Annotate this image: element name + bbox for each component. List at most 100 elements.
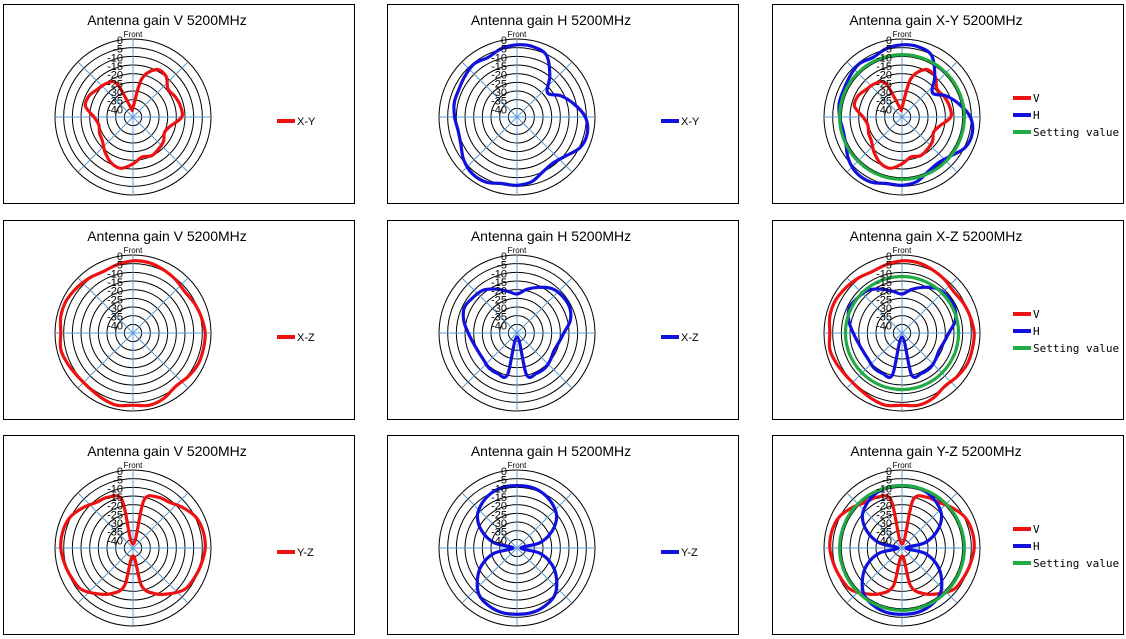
tick-label: -10 (491, 268, 507, 280)
legend-label: Y-Z (297, 547, 314, 559)
polar-chart-panel: Antenna gain V 5200MHz Front 0 -5 -10 -15 -20-… (3, 435, 355, 635)
angle-label: Front (893, 30, 912, 39)
chart-title: Antenna gain V 5200MHz (87, 443, 247, 459)
angle-label: Front (508, 30, 527, 39)
tick-label: -5 (113, 260, 123, 272)
tick-label: -10 (107, 52, 123, 64)
tick-label: -15 (491, 277, 507, 289)
tick-label: -40 (107, 104, 123, 116)
grid-spoke (132, 277, 189, 334)
tick-label: 0 (886, 35, 892, 47)
grid-spoke (461, 547, 518, 604)
tick-label: -15 (491, 492, 507, 504)
tick-label: -30 (107, 518, 123, 530)
grid-spoke (901, 547, 958, 604)
grid-spoke (516, 492, 573, 549)
legend-label: X-Z (681, 332, 699, 344)
tick-label: -40 (491, 320, 507, 332)
polar-chart: Antenna gain H 5200MHzFront0-5-10-15-20-… (438, 443, 698, 627)
grid-spoke (77, 332, 134, 389)
tick-label: -15 (876, 61, 892, 73)
tick-label: -15 (876, 492, 892, 504)
tick-label: -20 (491, 501, 507, 513)
grid-spoke (901, 332, 958, 389)
tick-label: 0 (117, 466, 123, 478)
tick-label: -25 (876, 78, 892, 90)
grid-spoke (846, 547, 903, 604)
polar-chart: Antenna gain Y-Z 5200MHzFront0-5-10-15-2… (823, 443, 1119, 627)
tick-label: -40 (491, 535, 507, 547)
legend-label: X-Z (297, 332, 315, 344)
tick-label: -30 (491, 303, 507, 315)
tick-label: -5 (497, 475, 507, 487)
tick-label: -15 (107, 61, 123, 73)
tick-label: -40 (107, 535, 123, 547)
tick-label: -35 (491, 96, 507, 108)
tick-label: -10 (876, 268, 892, 280)
tick-label: -30 (876, 303, 892, 315)
grid-spoke (846, 492, 903, 549)
grid-spoke (132, 332, 189, 389)
grid-spoke (516, 116, 573, 173)
chart-title: Antenna gain V 5200MHz (87, 12, 247, 28)
tick-label: -35 (107, 96, 123, 108)
polar-chart: Antenna gain X-Z 5200MHzFront0-5-10-15-2… (823, 228, 1119, 412)
grid-spoke (77, 116, 134, 173)
tick-label: 0 (501, 251, 507, 263)
series-line-x-y (83, 67, 184, 170)
legend-label: H (1033, 540, 1040, 553)
grid-spoke (516, 61, 573, 118)
tick-label: -40 (876, 104, 892, 116)
tick-label: -10 (107, 483, 123, 495)
polar-chart-panel: Antenna gain V 5200MHz Front 0 -5 -10 -15 -20-… (3, 220, 355, 420)
grid-spoke (846, 61, 903, 118)
legend-label: X-Y (681, 116, 700, 128)
series-line-h (846, 285, 958, 379)
grid-spoke (516, 332, 573, 389)
grid-spoke (461, 492, 518, 549)
polar-chart: Antenna gain V 5200MHzFront0-5-10-15-20-… (54, 228, 315, 412)
polar-chart: Antenna gain H 5200MHzFront0-5-10-15-20-… (438, 12, 700, 196)
tick-label: -5 (882, 44, 892, 56)
angle-label: Front (508, 461, 527, 470)
tick-label: -5 (113, 44, 123, 56)
polar-chart: Antenna gain H 5200MHzFront0-5-10-15-20-… (438, 228, 699, 412)
series-line-x-y (452, 43, 590, 187)
tick-label: -40 (876, 320, 892, 332)
tick-label: -5 (882, 475, 892, 487)
tick-label: -30 (876, 518, 892, 530)
legend-label: Setting value (1033, 557, 1119, 570)
tick-label: -5 (497, 44, 507, 56)
series-line-setting-value (838, 484, 966, 612)
tick-label: 0 (117, 35, 123, 47)
chart-title: Antenna gain X-Y 5200MHz (849, 12, 1022, 28)
legend-label: H (1033, 109, 1040, 122)
chart-title: Antenna gain Y-Z 5200MHz (850, 443, 1021, 459)
tick-label: -30 (491, 518, 507, 530)
tick-label: -10 (107, 268, 123, 280)
grid-spoke (461, 116, 518, 173)
tick-label: -20 (107, 286, 123, 298)
tick-label: -10 (876, 52, 892, 64)
tick-label: -25 (107, 509, 123, 521)
tick-label: -15 (107, 277, 123, 289)
legend-label: V (1033, 92, 1040, 105)
tick-label: -20 (491, 70, 507, 82)
tick-label: -20 (107, 501, 123, 513)
tick-label: -20 (876, 501, 892, 513)
grid-spoke (846, 277, 903, 334)
chart-title: Antenna gain H 5200MHz (471, 12, 631, 28)
grid-spoke (132, 547, 189, 604)
angle-label: Front (508, 246, 527, 255)
polar-chart: Antenna gain V 5200MHzFront0-5-10-15-20-… (54, 12, 316, 196)
tick-label: -25 (107, 294, 123, 306)
grid-spoke (132, 492, 189, 549)
tick-label: -30 (107, 303, 123, 315)
polar-chart: Antenna gain V 5200MHzFront0-5-10-15-20-… (54, 443, 314, 627)
series-line-setting-value (838, 53, 966, 181)
tick-label: 0 (886, 251, 892, 263)
chart-title: Antenna gain H 5200MHz (471, 228, 631, 244)
tick-label: -10 (876, 483, 892, 495)
tick-label: -35 (491, 527, 507, 539)
chart-title: Antenna gain X-Z 5200MHz (850, 228, 1023, 244)
